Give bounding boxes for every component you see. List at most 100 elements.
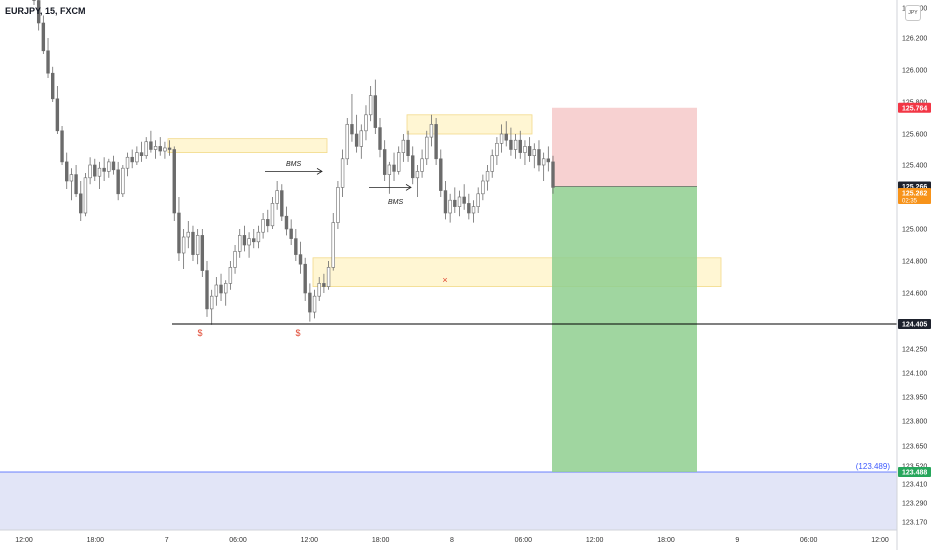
candle-body [504, 133, 508, 141]
candle-body [532, 149, 536, 156]
candle-body [354, 133, 359, 147]
bms-arrow-2-label: BMS [388, 199, 404, 206]
price-tag [898, 319, 931, 329]
candle-body [153, 146, 158, 150]
candle-body [60, 130, 64, 163]
candle-body [373, 95, 378, 128]
candle-body [448, 199, 452, 214]
candle-body [485, 171, 490, 182]
candle-body [65, 161, 69, 182]
candle-body [195, 235, 200, 255]
candle-body [224, 283, 228, 294]
take-profit-area [552, 186, 697, 472]
candle-body [378, 127, 382, 150]
lower-box [0, 472, 897, 530]
candle-body [135, 152, 139, 163]
price-tag [898, 188, 931, 204]
sweep-marker: $ [197, 328, 202, 338]
candle-body [228, 267, 233, 284]
candle-body [289, 228, 293, 239]
candle-body [139, 152, 144, 157]
y-tick-label: 123.800 [902, 419, 927, 426]
y-tick-label: 123.170 [902, 520, 927, 527]
x-tick-label: 06:00 [515, 537, 533, 544]
candle-body [331, 222, 335, 268]
price-tag [898, 102, 931, 113]
candle-body [453, 199, 457, 207]
candle-body [340, 158, 345, 188]
x-tick-label: 12:00 [301, 537, 319, 544]
candle-body [509, 139, 513, 150]
price-tag-label: 124.405 [902, 322, 927, 329]
candle-body [181, 236, 186, 254]
candle-body [219, 284, 223, 294]
candle-body [242, 235, 247, 246]
x-tick-label: 12:00 [15, 537, 33, 544]
candle-body [233, 251, 237, 268]
candle-body [144, 141, 148, 156]
y-tick-label: 126.000 [902, 68, 927, 75]
candle-body [69, 174, 74, 182]
candle-body [97, 167, 102, 177]
price-tag [898, 467, 931, 477]
candle-body [163, 147, 167, 152]
y-tick-label: 124.800 [902, 259, 927, 266]
candle-body [401, 139, 406, 153]
candle-body [425, 136, 429, 160]
candle-body [79, 193, 83, 214]
candle-body [93, 164, 97, 177]
price-tag-label: 125.764 [902, 105, 927, 112]
candle-body [308, 292, 312, 313]
candle-body [270, 203, 275, 227]
candle-body [411, 155, 415, 179]
candle-body [266, 219, 270, 227]
candle-body [280, 190, 284, 217]
annotation-layer: $ $ BMS BMS × [172, 161, 897, 338]
candle-body [364, 114, 368, 132]
candle-body [541, 158, 546, 166]
candle-body [499, 133, 504, 144]
candle-body [102, 167, 106, 172]
x-tick-label: 06:00 [229, 537, 247, 544]
candle-body [252, 238, 256, 243]
candle-body [149, 141, 153, 150]
candle-body [490, 155, 494, 172]
candle-body [41, 22, 46, 52]
candle-body [397, 152, 401, 172]
candle-body [382, 149, 387, 175]
candle-body [191, 231, 195, 255]
candle-body [116, 169, 120, 195]
candle-body [172, 149, 176, 214]
candle-body [209, 295, 214, 310]
x-tick-label: 12:00 [586, 537, 604, 544]
candle-body [186, 231, 190, 238]
candle-body [261, 219, 265, 233]
candle-body [439, 158, 443, 191]
supply-zone-2 [406, 114, 533, 135]
candle-body [462, 196, 466, 204]
lower-box-label: (123.489) [856, 462, 891, 471]
y-tick-label: 123.650 [902, 444, 927, 451]
bms-arrow-1-label: BMS [286, 161, 302, 168]
currency-badge[interactable]: JPY [905, 5, 921, 21]
y-tick-label: 125.600 [902, 132, 927, 139]
candle-body [303, 263, 307, 294]
y-tick-label: 125.400 [902, 163, 927, 170]
candle-body [46, 50, 50, 74]
x-tick-label: 18:00 [87, 537, 105, 544]
price-tag-label: 123.488 [902, 470, 927, 477]
candle-body [551, 161, 555, 188]
candle-body [322, 283, 326, 287]
y-tick-label: 126.200 [902, 36, 927, 43]
y-tick-label: 124.250 [902, 347, 927, 354]
candle-body [32, 0, 36, 1]
candle-body [368, 95, 373, 116]
candle-body [546, 158, 551, 163]
x-tick-label: 8 [450, 537, 454, 544]
candle-body [495, 143, 499, 157]
background-layer: (123.489) [0, 462, 897, 530]
candle-body [317, 283, 321, 297]
candle-body [523, 146, 527, 153]
candle-body [420, 158, 424, 172]
